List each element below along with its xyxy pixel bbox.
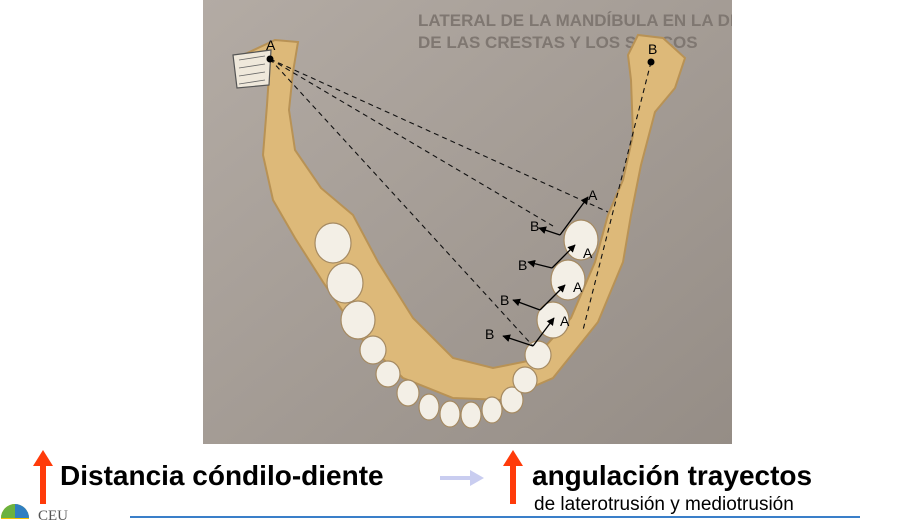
label-a-4: A	[560, 313, 570, 329]
footer-divider	[130, 516, 860, 518]
ceu-logo-icon	[0, 503, 30, 519]
label-b-2: B	[518, 257, 527, 273]
teeth-left	[314, 222, 482, 429]
implies-arrow-icon	[440, 470, 484, 486]
mandible-figure: LATERAL DE LA MANDÍBULA EN LA DIRECCIÓN …	[203, 0, 732, 444]
point-a-condyle	[266, 55, 274, 63]
increase-arrow-left-icon	[33, 450, 53, 504]
label-b-4: B	[485, 326, 494, 342]
mandible-diagram: LATERAL DE LA MANDÍBULA EN LA DIRECCIÓN …	[203, 0, 732, 444]
background-text-2: DE LAS CRESTAS Y LOS SURCOS	[418, 33, 698, 52]
dashed-radial-lines	[269, 58, 652, 347]
left-condyle-hatching	[238, 55, 266, 85]
background-text-1: LATERAL DE LA MANDÍBULA EN LA DIRECCIÓN	[418, 11, 732, 30]
caption-angulation: angulación trayectos	[532, 460, 813, 491]
point-b-condyle	[647, 58, 655, 66]
label-b-1: B	[530, 218, 539, 234]
label-a-2: A	[583, 245, 593, 261]
label-a-condyle: A	[266, 37, 276, 53]
increase-arrow-right-icon	[503, 450, 523, 504]
label-b-condyle: B	[648, 41, 657, 57]
label-b-3: B	[500, 292, 509, 308]
label-a-1: A	[588, 187, 598, 203]
trajectory-arrows	[502, 196, 589, 347]
label-a-3: A	[573, 279, 583, 295]
caption-distance: Distancia cóndilo-diente	[60, 460, 384, 491]
caption-trajectory-types: de laterotrusión y mediotrusión	[534, 494, 794, 515]
footer-logo-text: CEU	[38, 508, 68, 524]
